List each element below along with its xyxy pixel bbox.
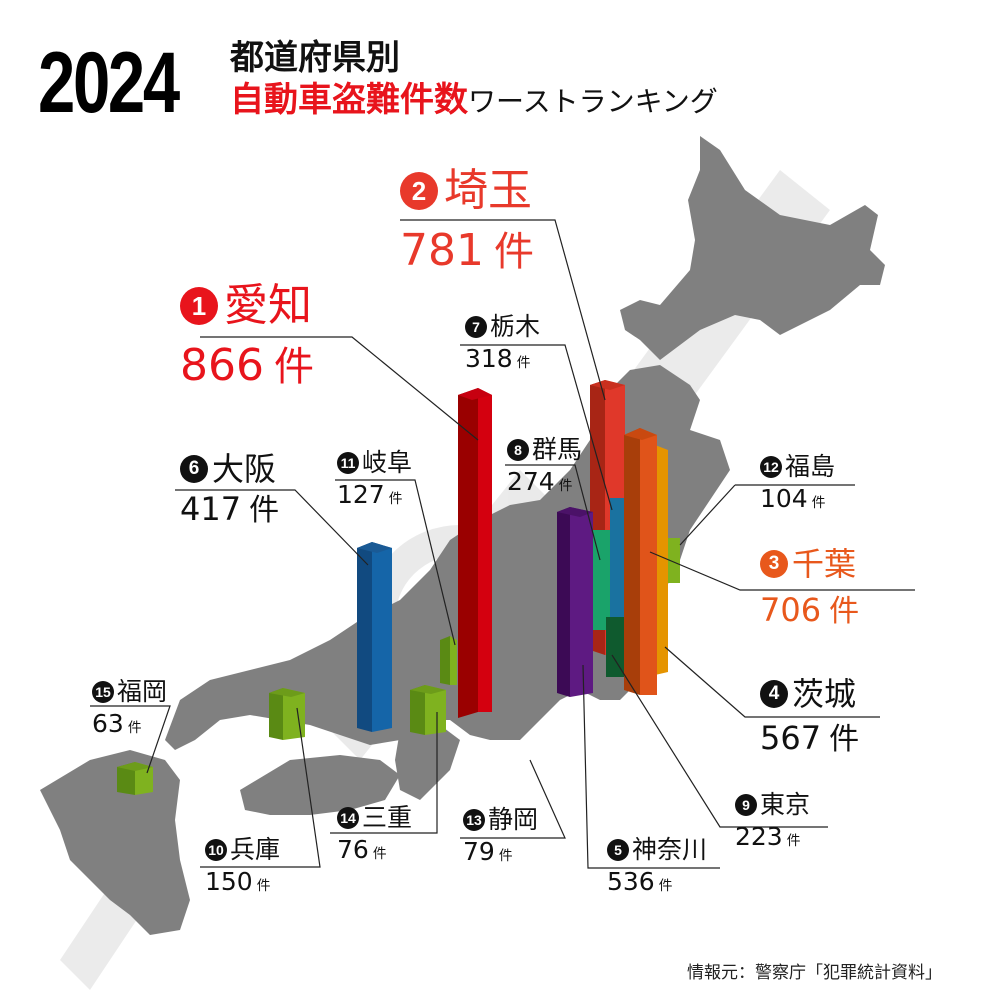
unit: 件 [127, 720, 142, 736]
title-line1: 都道府県別 [230, 38, 400, 78]
label-saitama: 2 埼玉 781 件 [400, 165, 534, 280]
bar-osaka [357, 542, 392, 732]
rank-badge: 7 [465, 316, 487, 338]
unit: 件 [256, 878, 271, 894]
bar-tochigi [610, 498, 625, 638]
label-osaka: 6 大阪 417 件 [180, 450, 279, 532]
value: 536 [607, 867, 655, 896]
leader-lines [90, 219, 915, 869]
prefecture-name: 千葉 [792, 545, 857, 583]
bar-ibaraki [655, 445, 668, 675]
rank-badge: 11 [337, 452, 359, 474]
value: 274 [507, 467, 555, 496]
value: 318 [465, 344, 513, 373]
prefecture-name: 三重 [362, 803, 413, 832]
value: 567 [760, 719, 822, 757]
label-mie: 14 三重 76 件 [337, 803, 412, 871]
label-fukuoka: 15 福岡 63 件 [92, 677, 167, 745]
bar-aichi [458, 388, 492, 718]
unit: 件 [558, 478, 573, 494]
label-ibaraki: 4 茨城 567 件 [760, 675, 859, 761]
unit: 件 [493, 229, 534, 275]
rank-badge: 1 [180, 287, 218, 325]
value: 866 [180, 340, 264, 391]
map-shikoku [240, 755, 400, 815]
unit: 件 [372, 846, 387, 862]
rank-badge: 5 [607, 839, 629, 861]
unit: 件 [273, 344, 314, 390]
bar-gifu [440, 636, 457, 685]
rank-badge: 2 [400, 172, 438, 210]
prefecture-name: 埼玉 [444, 165, 532, 216]
rank-badge: 6 [180, 455, 208, 483]
unit: 件 [516, 355, 531, 371]
bar-fukuoka [117, 762, 153, 795]
prefecture-name: 東京 [760, 790, 811, 819]
label-tochigi: 7 栃木 318 件 [465, 312, 540, 380]
prefecture-name: 愛知 [224, 280, 312, 331]
value: 76 [337, 835, 369, 864]
prefecture-name: 兵庫 [230, 835, 281, 864]
bar-fukushima [668, 538, 680, 583]
unit: 件 [811, 495, 826, 511]
map-hokkaido [620, 136, 885, 360]
bar-kanagawa [557, 507, 593, 697]
label-shizuoka: 13 静岡 79 件 [463, 805, 538, 873]
label-gunma: 8 群馬 274 件 [507, 435, 582, 503]
label-chiba: 3 千葉 706 件 [760, 545, 859, 633]
label-aichi: 1 愛知 866 件 [180, 280, 314, 395]
rank-badge: 12 [760, 456, 782, 478]
rank-badge: 8 [507, 439, 529, 461]
value: 781 [400, 225, 484, 276]
prefecture-name: 茨城 [792, 675, 857, 713]
title-year: 2024 [38, 35, 180, 131]
value: 63 [92, 709, 124, 738]
value: 104 [760, 484, 808, 513]
unit: 件 [388, 491, 403, 507]
prefecture-name: 岐阜 [362, 448, 413, 477]
label-kanagawa: 5 神奈川 536 件 [607, 835, 707, 903]
prefecture-name: 群馬 [532, 435, 583, 464]
title-red: 自動車盗難件数 [230, 80, 468, 120]
title-line2: 自動車盗難件数ワーストランキング [230, 80, 718, 122]
title-black: ワーストランキング [468, 85, 718, 118]
label-tokyo: 9 東京 223 件 [735, 790, 810, 858]
bar-mie [410, 685, 446, 735]
label-fukushima: 12 福島 104 件 [760, 452, 835, 520]
value: 706 [760, 591, 822, 629]
rank-badge: 14 [337, 807, 359, 829]
prefecture-name: 福岡 [117, 677, 168, 706]
unit: 件 [498, 848, 513, 864]
value: 417 [180, 490, 242, 528]
prefecture-name: 福島 [785, 452, 836, 481]
bar-tokyo [606, 617, 626, 677]
value: 127 [337, 480, 385, 509]
value: 79 [463, 837, 495, 866]
value: 150 [205, 867, 253, 896]
prefecture-name: 静岡 [488, 805, 539, 834]
label-gifu: 11 岐阜 127 件 [337, 448, 412, 516]
map-kyushu [40, 750, 190, 935]
prefecture-name: 大阪 [212, 450, 277, 488]
label-hyogo: 10 兵庫 150 件 [205, 835, 280, 903]
unit: 件 [829, 722, 860, 757]
rank-badge: 4 [760, 680, 788, 708]
unit: 件 [249, 493, 280, 528]
prefecture-name: 神奈川 [632, 835, 708, 864]
rank-badge: 9 [735, 794, 757, 816]
rank-badge: 10 [205, 839, 227, 861]
bar-chiba [624, 428, 657, 695]
source-note: 情報元：警察庁「犯罪統計資料」 [687, 963, 942, 983]
unit: 件 [829, 594, 860, 629]
rank-badge: 13 [463, 809, 485, 831]
unit: 件 [786, 833, 801, 849]
value: 223 [735, 822, 783, 851]
bar-hyogo [269, 688, 305, 740]
prefecture-name: 栃木 [490, 312, 541, 341]
unit: 件 [658, 878, 673, 894]
rank-badge: 3 [760, 550, 788, 578]
rank-badge: 15 [92, 681, 114, 703]
map-kii [395, 725, 460, 800]
